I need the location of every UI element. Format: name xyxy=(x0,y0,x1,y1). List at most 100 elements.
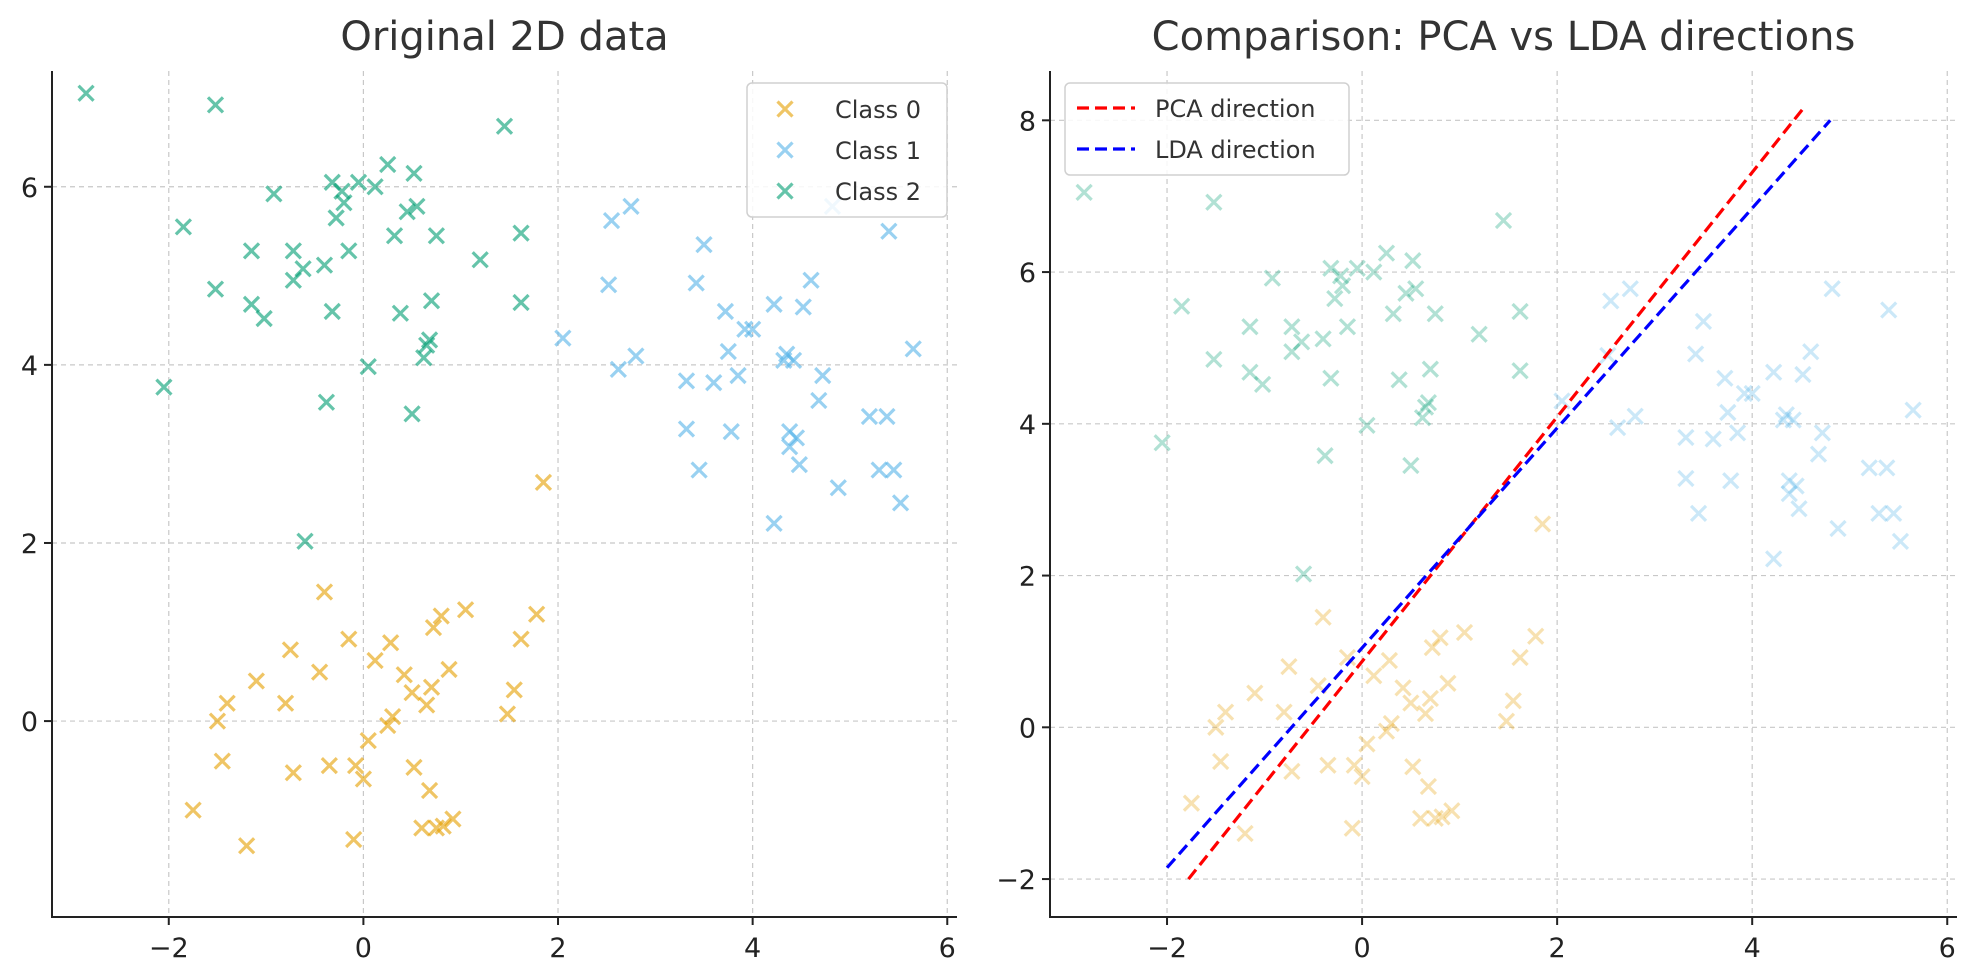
data-point xyxy=(403,683,421,702)
y-tick-label: 6 xyxy=(21,173,38,204)
legend-label-class-1: Class 1 xyxy=(835,137,921,165)
data-point xyxy=(1182,794,1201,812)
data-point xyxy=(1216,703,1235,721)
data-point xyxy=(403,405,421,423)
data-point xyxy=(1205,193,1223,211)
data-point xyxy=(1433,808,1451,826)
data-point xyxy=(1153,434,1171,452)
data-point xyxy=(1377,722,1396,740)
data-point xyxy=(885,461,903,479)
data-point xyxy=(1338,648,1357,667)
data-point xyxy=(695,236,713,254)
data-point xyxy=(891,494,910,512)
data-point xyxy=(434,817,452,835)
data-point xyxy=(1241,318,1259,336)
data-point xyxy=(1802,343,1820,361)
data-point xyxy=(382,634,400,652)
x-tick-label: 2 xyxy=(549,933,566,964)
data-point xyxy=(1728,424,1747,442)
data-point xyxy=(294,260,312,278)
data-point xyxy=(1212,752,1230,771)
data-point xyxy=(391,304,410,322)
series-class-2 xyxy=(1075,183,1529,583)
data-point xyxy=(1511,648,1529,667)
data-point xyxy=(744,320,762,338)
data-point xyxy=(1333,277,1352,295)
data-point xyxy=(213,752,231,770)
data-point xyxy=(1829,519,1847,538)
data-point xyxy=(359,732,377,750)
data-point xyxy=(315,583,334,601)
legend-label-lda-direction: LDA direction xyxy=(1155,136,1316,164)
data-point xyxy=(860,407,879,426)
data-point xyxy=(284,764,302,782)
data-point xyxy=(395,666,413,684)
data-point xyxy=(218,694,236,712)
y-tick-label: 6 xyxy=(1019,258,1036,289)
data-point xyxy=(366,651,384,670)
data-point xyxy=(765,295,783,313)
data-point xyxy=(1608,418,1627,437)
data-point xyxy=(1780,484,1798,503)
data-point xyxy=(345,830,363,849)
data-point xyxy=(870,461,888,479)
data-point xyxy=(242,242,261,260)
data-point xyxy=(422,678,441,696)
data-point xyxy=(317,393,336,411)
data-point xyxy=(1455,623,1474,642)
data-point xyxy=(1735,384,1754,403)
data-point xyxy=(1236,824,1254,843)
data-point xyxy=(527,605,546,623)
data-point xyxy=(814,366,832,385)
data-point xyxy=(415,349,433,367)
data-point xyxy=(265,185,283,203)
data-point xyxy=(366,178,384,196)
data-point xyxy=(790,455,808,474)
data-point xyxy=(1241,363,1259,381)
data-point xyxy=(420,331,439,349)
data-point xyxy=(1689,504,1708,522)
data-point xyxy=(255,309,273,328)
chart-title: Comparison: PCA vs LDA directions xyxy=(1152,14,1856,60)
y-tick-label: 0 xyxy=(21,707,38,738)
data-point xyxy=(794,298,812,316)
data-point xyxy=(1419,393,1438,412)
left-chart-panel: −2 0 2 4 6 0 2 4 6 Original 2D data Class 0 Class 1… xyxy=(21,14,957,964)
data-point xyxy=(1365,263,1383,281)
data-point xyxy=(705,374,723,392)
data-point xyxy=(340,242,358,260)
data-point xyxy=(1904,401,1922,419)
data-point xyxy=(379,716,397,735)
data-point xyxy=(1419,777,1438,796)
data-point xyxy=(1626,407,1644,425)
data-point xyxy=(385,227,404,245)
legend-box xyxy=(1064,82,1350,176)
data-point xyxy=(281,641,300,659)
legend-marker-class-2 xyxy=(776,182,794,200)
data-point xyxy=(1404,758,1422,776)
data-point xyxy=(1443,802,1461,820)
data-point xyxy=(1787,477,1805,495)
x-tick-label: 6 xyxy=(1939,933,1956,964)
legend-label-pca-direction: PCA direction xyxy=(1155,95,1315,123)
data-point xyxy=(1431,629,1449,647)
data-point xyxy=(444,810,462,828)
data-point xyxy=(77,84,95,102)
legend-box xyxy=(746,82,948,218)
data-point xyxy=(1075,183,1093,202)
data-point xyxy=(622,197,640,215)
x-tick-label: 6 xyxy=(939,933,956,964)
data-point xyxy=(184,801,202,819)
data-point xyxy=(276,694,295,712)
data-point xyxy=(427,227,446,245)
data-point xyxy=(1358,416,1376,434)
data-point xyxy=(1602,292,1620,310)
data-point xyxy=(1345,756,1363,774)
data-point xyxy=(1470,325,1488,343)
data-point xyxy=(418,696,436,714)
right-chart-panel: −2 0 2 4 6 −2 0 2 4 6 8 Comparison: PCA vs LDA dire… xyxy=(996,14,1957,964)
data-point xyxy=(237,837,256,855)
data-point xyxy=(284,242,302,260)
data-point xyxy=(1390,371,1408,389)
data-point xyxy=(1322,259,1340,277)
